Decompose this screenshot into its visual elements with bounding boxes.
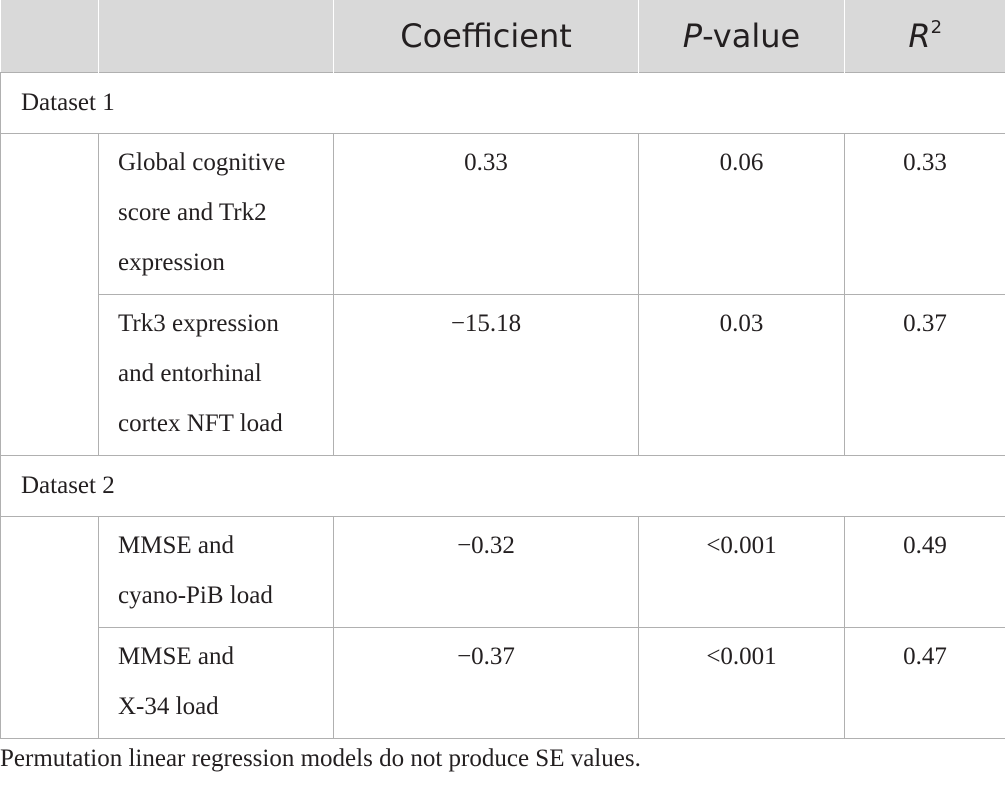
row-label-line: expression <box>118 249 225 276</box>
indent-cell <box>0 627 99 739</box>
pvalue-cell: 0.06 <box>638 133 845 295</box>
header-blank-1 <box>0 0 99 73</box>
header-blank-2 <box>98 0 334 73</box>
table-row: Trk3 expression and entorhinal cortex NFT … <box>0 294 1005 456</box>
row-label: MMSE and cyano-PiB load <box>98 516 334 628</box>
r-squared-cell: 0.49 <box>844 516 1005 628</box>
table-header: Coefficient P-value R2 <box>0 0 1005 73</box>
header-r-squared: R2 <box>844 0 1005 73</box>
r-squared-cell: 0.47 <box>844 627 1005 739</box>
header-r-superscript: 2 <box>930 17 943 38</box>
header-pvalue-italic: P <box>682 17 703 55</box>
group-label: Dataset 2 <box>0 455 1005 517</box>
row-label-line: and entorhinal <box>118 360 262 387</box>
row-label-line: Trk3 expression <box>118 310 279 337</box>
coefficient-cell: −0.32 <box>333 516 639 628</box>
header-coefficient: Coefficient <box>333 0 639 73</box>
pvalue-cell: 0.03 <box>638 294 845 456</box>
row-label-line: score and Trk2 <box>118 199 267 226</box>
group-row-dataset-2: Dataset 2 <box>0 455 1005 517</box>
row-label-line: Global cognitive <box>118 149 286 176</box>
table-row: Global cognitive score and Trk2 expression… <box>0 133 1005 295</box>
group-label: Dataset 1 <box>0 72 1005 134</box>
indent-cell <box>0 294 99 456</box>
coefficient-cell: −0.37 <box>333 627 639 739</box>
coefficient-cell: −15.18 <box>333 294 639 456</box>
row-label: MMSE and X-34 load <box>98 627 334 739</box>
group-row-dataset-1: Dataset 1 <box>0 72 1005 134</box>
row-label-line: MMSE and <box>118 532 234 559</box>
header-pvalue: P-value <box>638 0 845 73</box>
r-squared-cell: 0.37 <box>844 294 1005 456</box>
regression-results-table: Coefficient P-value R2 Dataset 1 Global … <box>0 0 1005 739</box>
pvalue-cell: <0.001 <box>638 516 845 628</box>
coefficient-cell: 0.33 <box>333 133 639 295</box>
r-squared-cell: 0.33 <box>844 133 1005 295</box>
row-label: Global cognitive score and Trk2 expression <box>98 133 334 295</box>
row-label: Trk3 expression and entorhinal cortex NFT … <box>98 294 334 456</box>
row-label-line: X-34 load <box>118 693 219 720</box>
table-row: MMSE and X-34 load −0.37 <0.001 0.47 <box>0 627 1005 739</box>
header-pvalue-rest: -value <box>702 17 801 55</box>
pvalue-cell: <0.001 <box>638 627 845 739</box>
row-label-line: cortex NFT load <box>118 410 283 437</box>
row-label-line: MMSE and <box>118 643 234 670</box>
header-row: Coefficient P-value R2 <box>0 0 1005 73</box>
indent-cell <box>0 516 99 628</box>
indent-cell <box>0 133 99 295</box>
table-body: Dataset 1 Global cognitive score and Trk2… <box>0 72 1005 739</box>
row-label-line: cyano-PiB load <box>118 582 273 609</box>
table-row: MMSE and cyano-PiB load −0.32 <0.001 0.49 <box>0 516 1005 628</box>
header-r-italic: R <box>908 17 931 55</box>
table-footnote: Permutation linear regression models do … <box>0 745 641 772</box>
